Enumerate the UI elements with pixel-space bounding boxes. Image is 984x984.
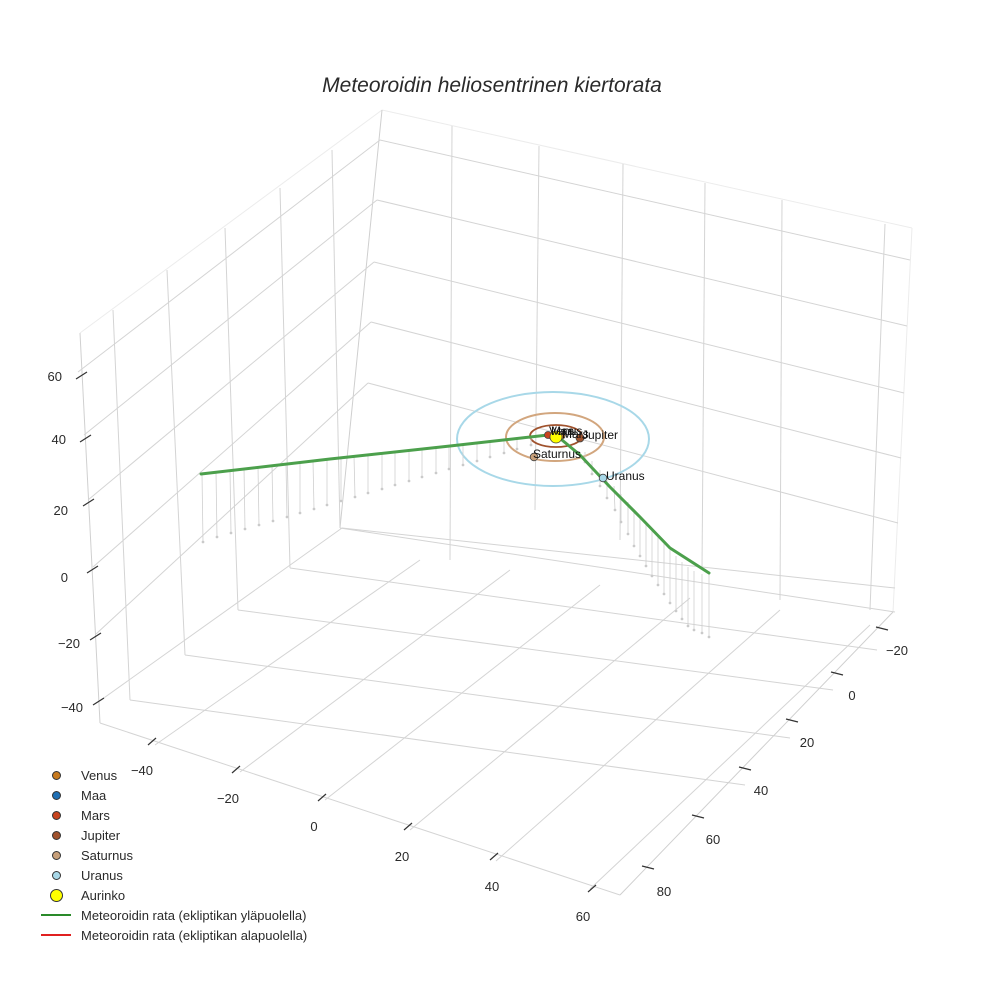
orbit-saturnus: [505, 412, 605, 462]
label-venus: Venus: [549, 424, 582, 438]
legend-label: Meteoroidin rata (ekliptikan alapuolella…: [81, 927, 308, 943]
x-axis-labels: −40 −20 0 20 40 60: [131, 763, 590, 924]
legend-item-venus[interactable]: Venus: [40, 765, 307, 785]
y-tick-label: 80: [657, 884, 671, 899]
drop-lines: [201, 437, 711, 639]
y-tick-label: −20: [886, 643, 908, 658]
label-saturnus: Saturnus: [533, 447, 581, 461]
planet-markers[interactable]: [529, 430, 608, 483]
z-tick-label: −20: [58, 636, 80, 651]
legend-label: Meteoroidin rata (ekliptikan yläpuolella…: [81, 907, 307, 923]
x-tick-label: −40: [131, 763, 153, 778]
marker-aurinko: [549, 430, 563, 444]
label-uranus: Uranus: [606, 469, 645, 483]
mars-marker-icon: [40, 805, 72, 825]
grid-lines: [77, 109, 913, 896]
saturnus-marker-icon: [40, 845, 72, 865]
marker-saturnus: [529, 452, 539, 462]
x-tick-label: 20: [395, 849, 409, 864]
legend-label: Aurinko: [81, 887, 126, 903]
z-tick-label: 40: [52, 432, 66, 447]
legend-label: Jupiter: [81, 827, 121, 843]
venus-marker-icon: [40, 765, 72, 785]
z-tick-label: 0: [61, 570, 68, 585]
label-jupiter: Jupiter: [582, 428, 618, 442]
x-tick-label: −20: [217, 791, 239, 806]
chart-title: Meteoroidin heliosentrinen kiertorata: [322, 74, 662, 97]
legend: Venus Maa Mars Jupiter Saturnus Uranus A…: [40, 765, 307, 945]
green-line-icon: [40, 905, 72, 925]
meteoroid-trajectory[interactable]: [199, 433, 711, 575]
red-line-icon: [40, 925, 72, 945]
z-tick-label: 20: [54, 503, 68, 518]
legend-label: Saturnus: [81, 847, 134, 863]
y-axis-labels: −20 0 20 40 60 80: [657, 643, 908, 899]
y-tick-label: 60: [706, 832, 720, 847]
legend-item-aurinko[interactable]: Aurinko: [40, 885, 307, 905]
maa-marker-icon: [40, 785, 72, 805]
legend-item-mars[interactable]: Mars: [40, 805, 307, 825]
z-tick-label: 60: [48, 369, 62, 384]
x-tick-label: 0: [310, 819, 317, 834]
legend-label: Uranus: [81, 867, 123, 883]
planet-labels: Venus Maa Mars Jupiter Saturnus Uranus: [533, 424, 645, 483]
x-tick-label: 60: [576, 909, 590, 924]
label-maa: Maa: [551, 424, 575, 438]
jupiter-marker-icon: [40, 825, 72, 845]
uranus-marker-icon: [40, 865, 72, 885]
legend-item-trajectory-above[interactable]: Meteoroidin rata (ekliptikan yläpuolella…: [40, 905, 307, 925]
y-tick-label: 0: [848, 688, 855, 703]
legend-label: Maa: [81, 787, 107, 803]
legend-label: Venus: [81, 767, 118, 783]
legend-item-saturnus[interactable]: Saturnus: [40, 845, 307, 865]
z-axis-labels: 60 40 20 0 −20 −40: [48, 369, 83, 715]
legend-item-maa[interactable]: Maa: [40, 785, 307, 805]
x-tick-label: 40: [485, 879, 499, 894]
orbit-uranus: [456, 391, 650, 487]
legend-item-jupiter[interactable]: Jupiter: [40, 825, 307, 845]
legend-item-uranus[interactable]: Uranus: [40, 865, 307, 885]
label-mars: Mars: [562, 427, 589, 441]
sun-marker-icon: [40, 885, 72, 905]
y-tick-label: 40: [754, 783, 768, 798]
legend-item-trajectory-below[interactable]: Meteoroidin rata (ekliptikan alapuolella…: [40, 925, 307, 945]
marker-uranus: [598, 473, 608, 483]
y-tick-label: 20: [800, 735, 814, 750]
axis-ticks: [75, 371, 889, 893]
z-tick-label: −40: [61, 700, 83, 715]
marker-jupiter: [575, 433, 585, 443]
legend-label: Mars: [81, 807, 110, 823]
